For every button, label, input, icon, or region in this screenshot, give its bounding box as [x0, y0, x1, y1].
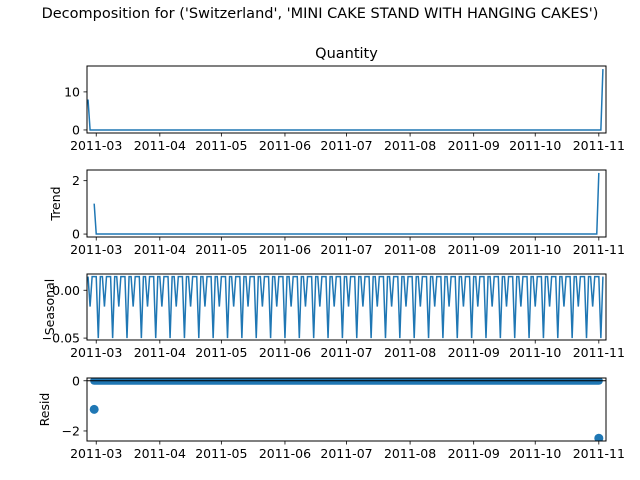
panel-1: 2011-03 2011-04 2011-05 2011-06 2011-07 2011-…	[64, 46, 625, 153]
x-tick-label: 2011-10	[509, 345, 561, 360]
resid-point	[89, 404, 99, 414]
axes-frame	[86, 377, 607, 442]
x-tick-label: 2011-08	[384, 138, 436, 153]
x-tick-label: 2011-09	[448, 138, 500, 153]
x-tick-label: 2011-04	[134, 345, 186, 360]
panel-3: 2011-03 2011-04 2011-05 2011-06 2011-07 2011-…	[42, 273, 625, 360]
x-tick-label: 2011-03	[70, 446, 122, 461]
x-tick-label: 2011-04	[134, 446, 186, 461]
axes-frame	[86, 169, 607, 238]
x-tick-label: 2011-06	[259, 138, 311, 153]
series-line	[93, 172, 600, 235]
y-tick-label: −2	[62, 423, 80, 438]
x-tick-label: 2011-06	[259, 242, 311, 257]
x-tick-label: 2011-05	[195, 138, 247, 153]
y-tick-label: 0	[72, 373, 80, 388]
x-tick-label: 2011-10	[509, 242, 561, 257]
y-tick-label: 0	[72, 227, 80, 242]
x-tick-label: 2011-11	[573, 446, 625, 461]
y-tick-label: 10	[64, 84, 80, 99]
x-tick-label: 2011-11	[573, 345, 625, 360]
panel-title: Quantity	[315, 46, 378, 62]
panel-4: 2011-03 2011-04 2011-05 2011-06 2011-07 2011-…	[37, 373, 625, 461]
x-tick-label: 2011-05	[195, 446, 247, 461]
x-tick-label: 2011-11	[573, 138, 625, 153]
y-tick-label: −0.05	[42, 331, 80, 346]
y-tick-label: 0	[72, 122, 80, 137]
plot-area	[87, 275, 604, 339]
x-tick-label: 2011-09	[448, 345, 500, 360]
x-tick-label: 2011-04	[134, 242, 186, 257]
x-tick-label: 2011-03	[70, 242, 122, 257]
y-axis-label: Seasonal	[42, 279, 57, 336]
y-axis-label: Trend	[48, 186, 63, 221]
plot-area	[93, 172, 600, 235]
y-tick-label: 0.00	[52, 283, 80, 298]
x-tick-label: 2011-08	[384, 345, 436, 360]
x-tick-label: 2011-07	[320, 345, 372, 360]
plot-area	[87, 378, 606, 441]
x-tick-label: 2011-08	[384, 446, 436, 461]
x-tick-label: 2011-09	[448, 446, 500, 461]
axes-frame	[86, 65, 607, 134]
x-tick-label: 2011-07	[320, 138, 372, 153]
series-line	[87, 69, 604, 131]
x-tick-label: 2011-11	[573, 242, 625, 257]
x-tick-label: 2011-09	[448, 242, 500, 257]
x-tick-label: 2011-03	[70, 138, 122, 153]
x-tick-label: 2011-08	[384, 242, 436, 257]
x-tick-label: 2011-03	[70, 345, 122, 360]
seasonal-line	[87, 275, 604, 339]
x-tick-label: 2011-10	[509, 138, 561, 153]
y-tick-label: 2	[72, 173, 80, 188]
plot-area	[87, 69, 604, 131]
x-tick-label: 2011-04	[134, 138, 186, 153]
x-tick-label: 2011-06	[259, 345, 311, 360]
y-axis-label: Resid	[37, 393, 52, 427]
x-tick-label: 2011-10	[509, 446, 561, 461]
panel-2: 2011-03 2011-04 2011-05 2011-06 2011-07 2011-…	[48, 169, 625, 257]
x-tick-label: 2011-06	[259, 446, 311, 461]
figure-suptitle: Decomposition for ('Switzerland', 'MINI …	[41, 6, 599, 22]
x-tick-label: 2011-05	[195, 242, 247, 257]
x-tick-label: 2011-07	[320, 242, 372, 257]
resid-point	[594, 433, 604, 441]
x-tick-label: 2011-05	[195, 345, 247, 360]
x-tick-label: 2011-07	[320, 446, 372, 461]
